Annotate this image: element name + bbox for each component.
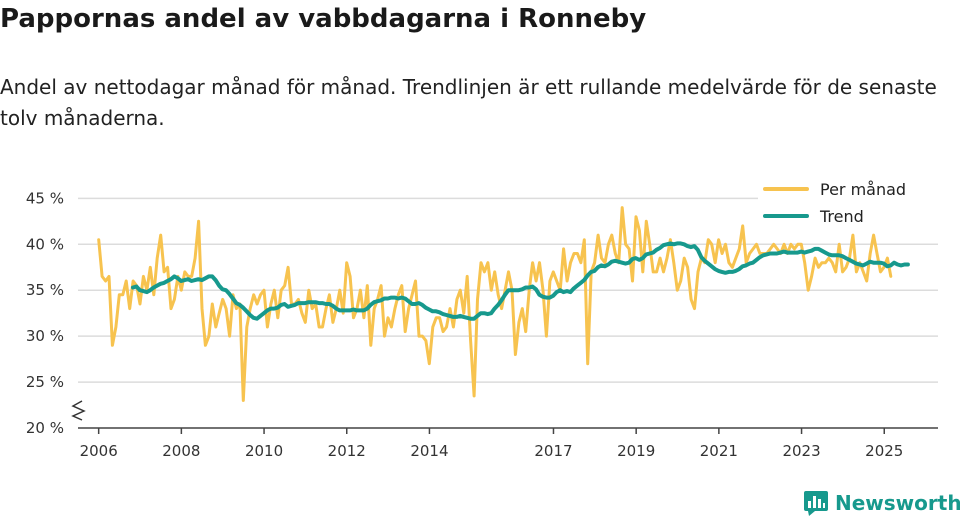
- series-line-per-manad: [97, 206, 893, 402]
- y-axis-break-icon: [71, 400, 86, 421]
- x-tick-label: 2012: [328, 442, 366, 460]
- legend-background: [758, 174, 938, 232]
- series-lines: [97, 206, 910, 402]
- chart-subtitle: Andel av nettodagar månad för månad. Tre…: [0, 75, 937, 130]
- chart-title: Pappornas andel av vabbdagarna i Ronneby: [0, 4, 647, 34]
- y-tick-label: 45 %: [26, 189, 64, 207]
- x-tick-label: 2006: [80, 442, 118, 460]
- x-tick-label: 2023: [782, 442, 820, 460]
- x-axis-ticks: 2006 2008 2010 2012 2014 2017 2019 2021 2023 2025: [80, 428, 903, 460]
- x-tick-label: 2014: [410, 442, 448, 460]
- legend: Per månad Trend: [758, 174, 938, 232]
- x-tick-label: 2021: [700, 442, 738, 460]
- x-tick-label: 2008: [162, 442, 200, 460]
- series-line-trend: [131, 241, 910, 321]
- x-tick-label: 2017: [534, 442, 572, 460]
- y-axis-ticks: 20 % 25 % 30 % 35 % 40 % 45 %: [26, 189, 64, 437]
- y-tick-label: 35 %: [26, 281, 64, 299]
- x-tick-label: 2010: [245, 442, 283, 460]
- axis-break-zigzag: [71, 400, 86, 421]
- legend-label-per-manad: Per månad: [820, 180, 906, 199]
- y-tick-label: 30 %: [26, 327, 64, 345]
- x-tick-label: 2019: [617, 442, 655, 460]
- y-tick-label: 25 %: [26, 373, 64, 391]
- brand-logo: Newsworthy: [803, 488, 960, 518]
- y-tick-label: 20 %: [26, 419, 64, 437]
- brand-name: Newsworthy: [835, 491, 960, 515]
- y-tick-label: 40 %: [26, 235, 64, 253]
- x-tick-label: 2025: [865, 442, 903, 460]
- legend-label-trend: Trend: [819, 207, 864, 226]
- bar-chart-speech-icon: [804, 491, 828, 516]
